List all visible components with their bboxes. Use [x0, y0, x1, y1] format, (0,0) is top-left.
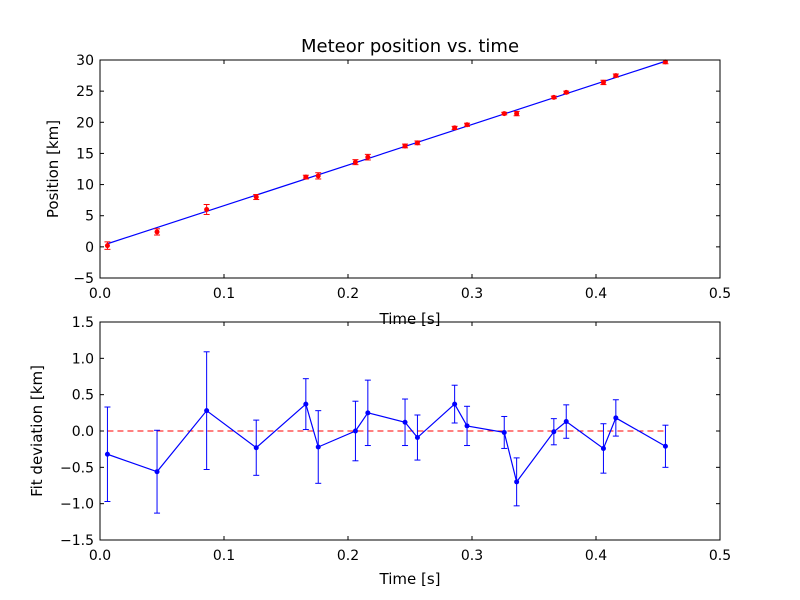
position-data-point — [402, 143, 408, 149]
y-tick-label: 15 — [76, 146, 94, 162]
position-data-point — [253, 194, 259, 200]
deviation-data-point — [501, 429, 507, 435]
x-tick-label: 0.5 — [709, 548, 731, 564]
chart-title: Meteor position vs. time — [301, 36, 519, 57]
y-tick-label: 20 — [76, 115, 94, 131]
position-x-axis-label: Time [s] — [379, 310, 441, 328]
x-tick-label: 0.5 — [709, 286, 731, 302]
deviation-data-point — [600, 445, 606, 451]
y-tick-label: 25 — [76, 84, 94, 100]
deviation-data-point — [253, 445, 259, 451]
position-data-point — [104, 243, 110, 249]
x-tick-label: 0.3 — [461, 548, 483, 564]
y-tick-label: −5 — [73, 271, 94, 287]
position-data-point — [514, 111, 520, 117]
x-tick-label: 0.2 — [337, 286, 359, 302]
deviation-data-point — [514, 479, 520, 485]
y-tick-label: 0 — [85, 240, 94, 256]
position-data-point — [414, 140, 420, 146]
deviation-data-point — [365, 410, 371, 416]
position-data-point — [303, 174, 309, 180]
deviation-data-point — [402, 419, 408, 425]
x-tick-label: 0.0 — [89, 286, 111, 302]
y-tick-label: −1.0 — [60, 497, 94, 513]
position-panel: Meteor position vs. time 0.0 0.1 0.2 0.3 0.4… — [44, 36, 731, 328]
deviation-data-point — [352, 428, 358, 434]
position-data-point — [600, 79, 606, 85]
position-data-point — [464, 122, 470, 128]
position-data-point — [154, 229, 160, 235]
x-tick-label: 0.1 — [213, 548, 235, 564]
deviation-data-point — [551, 429, 557, 435]
fit-line — [107, 60, 666, 245]
deviation-data-point — [452, 401, 458, 407]
x-tick-label: 0.1 — [213, 286, 235, 302]
deviation-y-axis-label: Fit deviation [km] — [28, 365, 46, 497]
position-plot-area — [104, 59, 669, 250]
x-tick-label: 0.0 — [89, 548, 111, 564]
deviation-x-axis-label: Time [s] — [379, 570, 441, 588]
deviation-x-ticks: 0.0 0.1 0.2 0.3 0.4 0.5 — [89, 322, 731, 564]
deviation-data-point — [662, 443, 668, 449]
position-data-point — [613, 73, 619, 79]
y-tick-label: 5 — [85, 209, 94, 225]
deviation-data-point — [303, 401, 309, 407]
y-tick-label: 1.0 — [72, 351, 94, 367]
deviation-data-point — [414, 435, 420, 441]
x-tick-label: 0.3 — [461, 286, 483, 302]
position-x-ticks: 0.0 0.1 0.2 0.3 0.4 0.5 — [89, 60, 731, 302]
position-axes-frame — [99, 59, 721, 279]
deviation-panel: 0.0 0.1 0.2 0.3 0.4 0.5 −1.5 −1.0 −0.5 0.0 0.5 1.0… — [28, 315, 731, 588]
deviation-data-point — [613, 415, 619, 421]
position-y-axis-label: Position [km] — [44, 120, 62, 218]
deviation-data-point — [104, 451, 110, 457]
y-tick-label: 30 — [76, 53, 94, 69]
deviation-data-point — [563, 419, 569, 425]
y-tick-label: −1.5 — [60, 533, 94, 549]
deviation-data-point — [154, 469, 160, 475]
position-data-point — [352, 159, 358, 165]
y-tick-label: 1.5 — [72, 315, 94, 331]
deviation-y-ticks: −1.5 −1.0 −0.5 0.0 0.5 1.0 1.5 — [60, 315, 720, 549]
position-data-point — [204, 206, 210, 212]
position-data-point — [501, 111, 507, 117]
position-data-point — [315, 173, 321, 179]
x-tick-label: 0.4 — [585, 286, 607, 302]
y-tick-label: −0.5 — [60, 460, 94, 476]
deviation-data-point — [464, 423, 470, 429]
position-data-point — [452, 125, 458, 131]
deviation-plot-area — [104, 351, 669, 514]
position-data-point — [365, 154, 371, 160]
position-y-ticks: −5 0 5 10 15 20 25 30 — [73, 53, 720, 287]
y-tick-label: 0.5 — [72, 388, 94, 404]
deviation-data-point — [204, 408, 210, 414]
position-data-point — [662, 59, 668, 65]
deviation-data-point — [315, 444, 321, 450]
y-tick-label: 0.0 — [72, 424, 94, 440]
y-tick-label: 10 — [76, 178, 94, 194]
position-data-point — [551, 94, 557, 100]
x-tick-label: 0.2 — [337, 548, 359, 564]
position-data-point — [563, 89, 569, 95]
x-tick-label: 0.4 — [585, 548, 607, 564]
